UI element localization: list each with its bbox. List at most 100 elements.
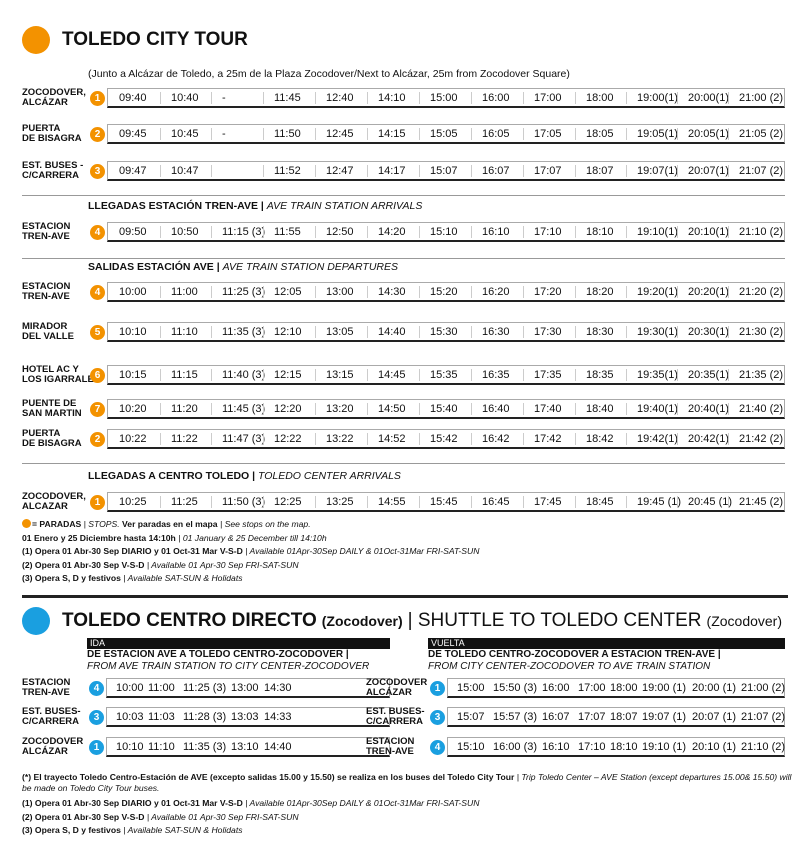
heading-bold: LLEGADAS ESTACIÓN TREN-AVE | (88, 200, 264, 212)
heading-bold: SALIDAS ESTACIÓN AVE | (88, 261, 220, 273)
time: 13:00 (231, 682, 259, 694)
time: 15:50 (3) (493, 682, 538, 694)
time: 11:25 (171, 496, 198, 508)
cell-divider (626, 128, 627, 140)
cell-divider (419, 286, 420, 298)
time: 12:47 (326, 165, 354, 177)
time: 12:25 (274, 496, 302, 508)
time: 21:20 (2) (739, 286, 784, 298)
time-row: 10:10 11:10 11:35 (3) 13:10 14:40 (106, 737, 390, 757)
time: 12:50 (326, 226, 354, 238)
stop-line: ALCÁZAR (22, 746, 68, 757)
time: 15:40 (430, 403, 458, 415)
time: 18:00 (610, 682, 638, 694)
divider (22, 595, 788, 598)
time: 20:30(1) (688, 326, 729, 338)
cell-divider (160, 433, 161, 445)
heading-italic: AVE TRAIN STATION DEPARTURES (222, 261, 399, 273)
time: 16:35 (482, 369, 510, 381)
stop-line: MIRADOR (22, 321, 68, 332)
cell-divider (315, 286, 316, 298)
note: (2) Opera 01 Abr-30 Sep V-S-D | Availabl… (22, 812, 792, 823)
stop-number: 1 (430, 681, 445, 696)
stop-number: 2 (90, 127, 105, 142)
cell-divider (677, 92, 678, 104)
time: 19:35(1) (637, 369, 678, 381)
cell-divider (419, 403, 420, 415)
time: 18:42 (586, 433, 614, 445)
time: 11:22 (171, 433, 198, 445)
cell-divider (160, 165, 161, 177)
time: 18:07 (586, 165, 614, 177)
time: 17:07 (534, 165, 562, 177)
time: - (222, 128, 226, 140)
cell-divider (315, 226, 316, 238)
stop-number: 3 (89, 710, 104, 725)
note-text: (1) Opera 01 Abr-30 Sep DIARIO y 01 Oct-… (22, 546, 243, 556)
time: 20:00 (1) (692, 682, 737, 694)
cell-divider (367, 496, 368, 508)
cell-divider (523, 226, 524, 238)
cell-divider (471, 496, 472, 508)
cell-divider (211, 226, 212, 238)
time: 18:45 (586, 496, 614, 508)
stop-line: DE BISAGRA (22, 438, 82, 449)
cell-divider (211, 403, 212, 415)
cell-divider (523, 433, 524, 445)
cell-divider (263, 403, 264, 415)
time: 17:30 (534, 326, 562, 338)
time: 11:25 (3) (183, 682, 227, 694)
cell-divider (523, 286, 524, 298)
time: 10:10 (119, 326, 147, 338)
time: 20:10 (1) (692, 741, 737, 753)
time: 11:52 (274, 165, 301, 177)
time: 18:10 (610, 741, 638, 753)
time: 21:40 (2) (739, 403, 784, 415)
cell-divider (419, 226, 420, 238)
cell-divider (728, 369, 729, 381)
cell-divider (677, 165, 678, 177)
cell-divider (211, 128, 212, 140)
time-row: 09:47 10:47 11:52 12:47 14:17 15:07 16:07 17:07… (107, 161, 785, 181)
time: 18:35 (586, 369, 614, 381)
cell-divider (315, 433, 316, 445)
time: 11:20 (171, 403, 198, 415)
time: 11:10 (171, 326, 198, 338)
time-row: 09:45 10:45 - 11:50 12:45 14:15 15:05 16:05 17:0… (107, 124, 785, 144)
stop-label: PUERTA DE BISAGRA (22, 124, 82, 144)
time: 17:05 (534, 128, 562, 140)
time-row: 09:40 10:40 - 11:45 12:40 14:10 15:00 16:00 17:0… (107, 88, 785, 108)
time: 09:47 (119, 165, 147, 177)
note: (*) El trayecto Toledo Centro-Estación d… (22, 772, 792, 794)
time: 14:45 (378, 369, 406, 381)
stop-number: 1 (89, 740, 104, 755)
time: 11:00 (171, 286, 198, 298)
stop-label: ESTACION TREN-AVE (22, 282, 70, 302)
time: 21:45 (2) (739, 496, 784, 508)
cell-divider (471, 369, 472, 381)
cell-divider (211, 92, 212, 104)
time-row: 15:07 15:57 (3) 16:07 17:07 18:07 19:07 (1) 20… (447, 707, 785, 727)
stop-line: ZOCODOVER (22, 736, 84, 747)
divider (22, 258, 785, 259)
heading-italic: TOLEDO CENTER ARRIVALS (257, 470, 401, 482)
time: 19:40(1) (637, 403, 678, 415)
time: 09:40 (119, 92, 147, 104)
title-part: | SHUTTLE TO TOLEDO CENTER (407, 610, 702, 631)
time: 10:25 (119, 496, 147, 508)
cell-divider (471, 165, 472, 177)
cell-divider (677, 369, 678, 381)
stop-line: ALCAZAR (22, 501, 68, 512)
time: 10:40 (171, 92, 199, 104)
time: 20:00(1) (688, 92, 729, 104)
time: 11:00 (148, 682, 175, 694)
cell-divider (575, 433, 576, 445)
time: 21:10 (2) (739, 226, 784, 238)
time: 15:20 (430, 286, 458, 298)
cell-divider (211, 286, 212, 298)
stop-line: C/CARRERA (22, 170, 79, 181)
cell-divider (419, 128, 420, 140)
stop-line: ALCÁZAR (366, 687, 412, 698)
note: (1) Opera 01 Abr-30 Sep DIARIO y 01 Oct-… (22, 546, 800, 557)
